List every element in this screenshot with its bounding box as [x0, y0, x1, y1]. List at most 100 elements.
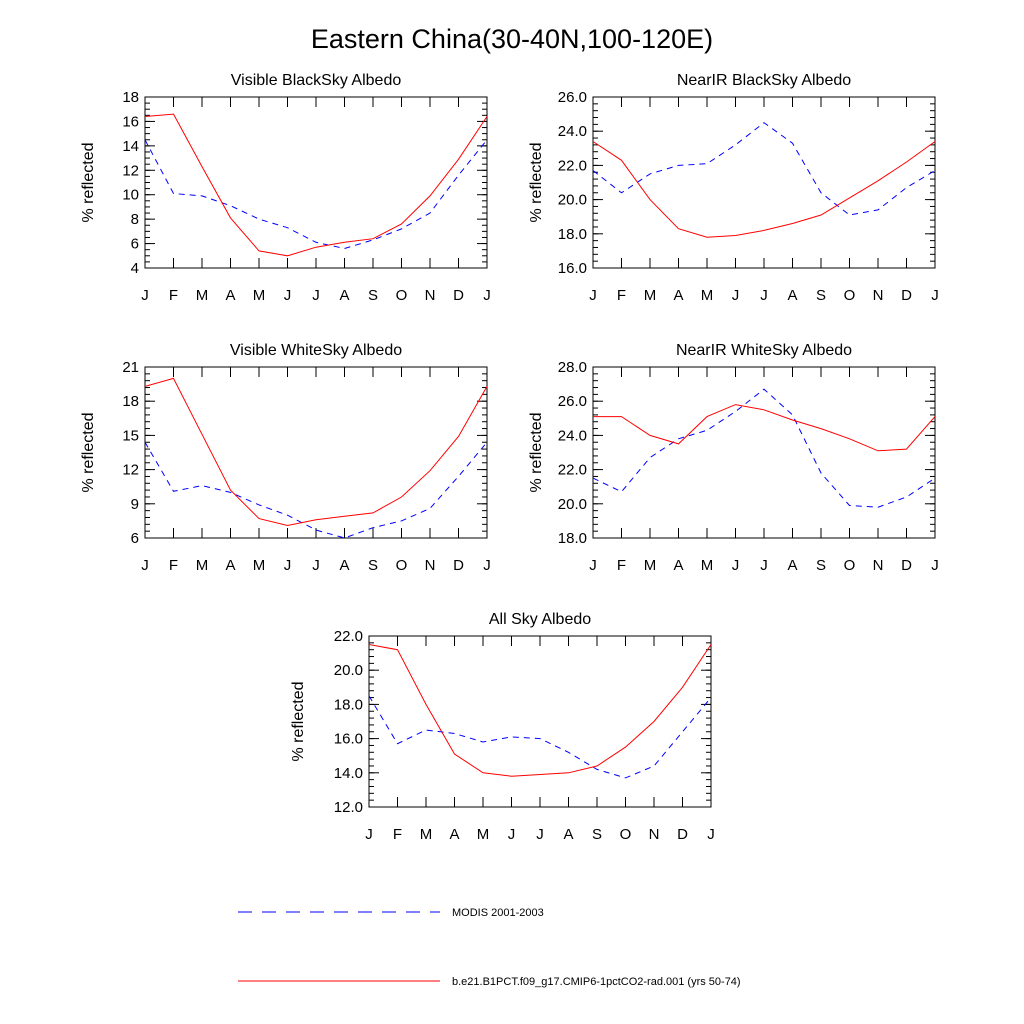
x-tick-label: S — [816, 287, 826, 304]
x-tick-label: F — [169, 557, 178, 574]
y-tick-label: 22.0 — [334, 628, 363, 645]
y-tick-label: 14 — [122, 138, 139, 155]
panel-title: NearIR BlackSky Albedo — [677, 72, 851, 89]
x-tick-label: O — [844, 557, 856, 574]
x-tick-label: S — [368, 557, 378, 574]
y-tick-label: 12.0 — [334, 799, 363, 816]
panel-nearir-whitesky-albedo: J F M A M J J A S O N D J18.020.022.024.026.028.0Nea… — [528, 342, 939, 574]
y-tick-label: 26.0 — [558, 393, 587, 410]
series-line-model — [593, 404, 936, 452]
series-line-model — [144, 377, 488, 527]
x-tick-label: F — [617, 287, 626, 304]
panel-all-sky-albedo: J F M A M J J A S O N D J12.014.016.018.020.022.0All… — [290, 611, 715, 843]
x-tick-label: D — [453, 557, 464, 574]
x-tick-label: J — [760, 557, 768, 574]
x-tick-label: J — [732, 557, 740, 574]
legend-label-model: b.e21.B1PCT.f09_g17.CMIP6-1pctCO2-rad.00… — [452, 976, 741, 988]
legend-label-modis: MODIS 2001-2003 — [452, 907, 544, 919]
y-axis-label: % reflected — [290, 681, 307, 761]
y-tick-label: 12 — [122, 462, 139, 479]
x-tick-label: A — [673, 287, 683, 304]
x-tick-label: A — [787, 287, 797, 304]
x-tick-label: A — [225, 287, 235, 304]
y-tick-label: 22.0 — [558, 462, 587, 479]
y-tick-label: 16.0 — [558, 260, 587, 277]
x-tick-label: F — [393, 826, 402, 843]
y-axis-label: % reflected — [80, 412, 97, 492]
plot-frame — [144, 366, 488, 539]
x-tick-label: A — [225, 557, 235, 574]
y-axis-label: % reflected — [80, 142, 97, 222]
x-tick-label: J — [312, 287, 320, 304]
x-tick-label: J — [931, 557, 939, 574]
x-tick-label: J — [732, 287, 740, 304]
x-tick-label: A — [449, 826, 459, 843]
y-tick-label: 20.0 — [558, 192, 587, 209]
series-line-model — [368, 644, 712, 777]
panel-title: Visible WhiteSky Albedo — [230, 342, 402, 359]
x-tick-label: O — [620, 826, 632, 843]
x-tick-label: S — [368, 287, 378, 304]
x-tick-label: M — [701, 557, 714, 574]
x-tick-label: A — [787, 557, 797, 574]
y-tick-label: 20.0 — [334, 662, 363, 679]
y-tick-label: 24.0 — [558, 427, 587, 444]
x-tick-label: O — [844, 287, 856, 304]
series-line-modis — [144, 441, 488, 539]
plot-frame — [368, 635, 712, 808]
x-tick-label: J — [284, 557, 292, 574]
x-tick-label: M — [477, 826, 490, 843]
x-tick-label: O — [396, 557, 408, 574]
x-tick-label: D — [677, 826, 688, 843]
x-tick-label: O — [396, 287, 408, 304]
panel-title: Visible BlackSky Albedo — [231, 72, 402, 89]
y-tick-label: 12 — [122, 162, 139, 179]
x-tick-label: S — [816, 557, 826, 574]
y-tick-label: 28.0 — [558, 359, 587, 376]
x-tick-label: N — [649, 826, 660, 843]
y-tick-label: 24.0 — [558, 123, 587, 140]
series-line-modis — [592, 122, 936, 216]
x-tick-label: S — [592, 826, 602, 843]
series-line-modis — [368, 695, 712, 779]
y-axis-label: % reflected — [528, 142, 545, 222]
figure-title: Eastern China(30-40N,100-120E) — [311, 24, 713, 54]
x-tick-label: M — [644, 287, 657, 304]
x-tick-label: J — [760, 287, 768, 304]
y-tick-label: 26.0 — [558, 89, 587, 106]
x-tick-label: A — [563, 826, 573, 843]
legend: MODIS 2001-2003 b.e21.B1PCT.f09_g17.CMIP… — [238, 907, 741, 988]
series-line-model — [592, 141, 936, 238]
x-tick-label: M — [253, 557, 266, 574]
y-tick-label: 9 — [131, 496, 139, 513]
series-line-modis — [592, 388, 936, 508]
x-tick-label: D — [901, 287, 912, 304]
x-tick-label: J — [508, 826, 516, 843]
x-tick-label: N — [425, 557, 436, 574]
x-tick-label: F — [617, 557, 626, 574]
x-tick-label: A — [339, 557, 349, 574]
y-tick-label: 18.0 — [558, 530, 587, 547]
panel-title: All Sky Albedo — [489, 611, 591, 628]
series-line-model — [144, 113, 488, 257]
y-tick-label: 18 — [122, 89, 139, 106]
y-tick-label: 18.0 — [334, 696, 363, 713]
y-tick-label: 16.0 — [334, 731, 363, 748]
x-tick-label: M — [644, 557, 657, 574]
plot-frame — [592, 366, 936, 539]
y-tick-label: 14.0 — [334, 765, 363, 782]
panel-nearir-blacksky-albedo: J F M A M J J A S O N D J16.018.020.022.024.026.0Nea… — [528, 72, 939, 304]
x-tick-label: A — [673, 557, 683, 574]
x-tick-label: J — [483, 557, 491, 574]
x-tick-label: M — [196, 557, 209, 574]
y-tick-label: 4 — [131, 260, 139, 277]
y-tick-label: 18.0 — [558, 226, 587, 243]
y-tick-label: 22.0 — [558, 157, 587, 174]
x-tick-label: M — [701, 287, 714, 304]
x-tick-label: M — [253, 287, 266, 304]
y-tick-label: 10 — [122, 187, 139, 204]
